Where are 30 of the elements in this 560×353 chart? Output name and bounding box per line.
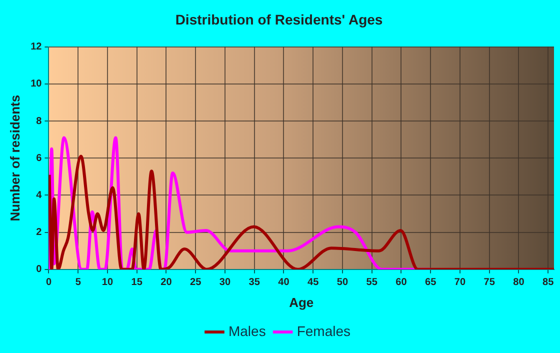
y-tick-label: 6	[36, 152, 42, 164]
x-tick-label: 15	[131, 277, 143, 288]
legend-label: Males	[228, 322, 266, 339]
y-tick-label: 0	[36, 264, 42, 276]
y-tick-label: 2	[36, 227, 42, 238]
x-tick-label: 60	[396, 277, 408, 288]
y-tick-label: 10	[30, 78, 42, 90]
y-tick-label: 12	[30, 42, 42, 53]
x-tick-label: 75	[484, 277, 496, 288]
x-tick-label: 20	[160, 277, 172, 288]
x-tick-label: 5	[75, 277, 82, 288]
legend-label: Females	[296, 322, 351, 339]
x-tick-label: 70	[454, 277, 466, 288]
x-tick-label: 55	[366, 277, 378, 288]
x-tick-label: 30	[219, 277, 231, 288]
y-tick-label: 8	[36, 116, 42, 127]
x-axis-title: Age	[289, 294, 314, 310]
x-tick-label: 25	[190, 277, 202, 288]
x-tick-label: 45	[308, 277, 320, 288]
chart-title: Distribution of Residents' Ages	[175, 11, 383, 28]
x-tick-label: 0	[46, 277, 52, 288]
x-tick-label: 50	[336, 277, 348, 288]
x-tick-label: 65	[425, 277, 437, 288]
y-axis-title: Number of residents	[7, 94, 22, 222]
x-tick-label: 35	[248, 277, 260, 288]
x-tick-label: 10	[102, 277, 114, 288]
x-tick-label: 85	[542, 277, 554, 288]
y-tick-label: 4	[36, 190, 42, 201]
x-tick-label: 80	[513, 277, 525, 288]
x-tick-label: 40	[278, 277, 290, 288]
